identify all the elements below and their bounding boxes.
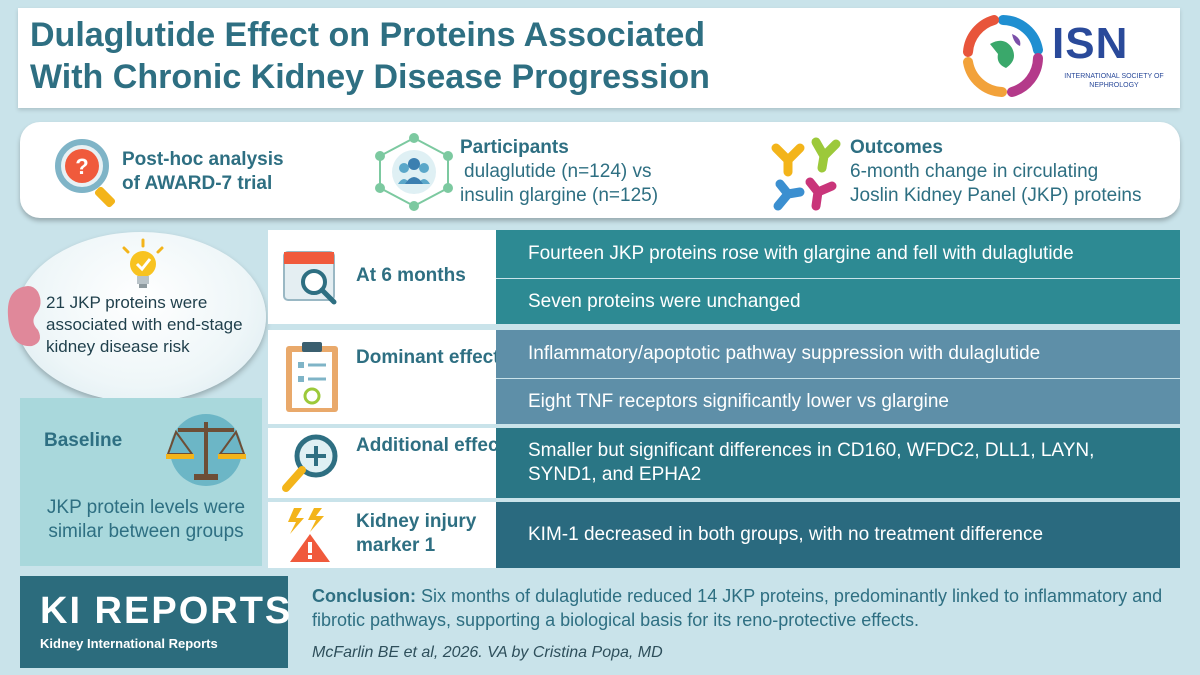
logo-subtitle: INTERNATIONAL SOCIETY OF NEPHROLOGY	[1064, 73, 1164, 89]
outcomes-line-2: Joslin Kidney Panel (JKP) proteins	[850, 185, 1142, 206]
baseline-title: Baseline	[44, 430, 123, 451]
balance-scale-icon	[166, 414, 246, 486]
participants-line-2: insulin glargine (n=125)	[460, 185, 659, 206]
title-line-1: Dulaglutide Effect on Proteins Associate…	[30, 16, 706, 54]
page-title: Dulaglutide Effect on Proteins Associate…	[30, 14, 930, 98]
study-info-bar	[20, 122, 1180, 218]
participants-label: Participants	[460, 137, 569, 158]
lightbulb-icon	[122, 238, 164, 288]
logo-name: ISN	[1052, 19, 1129, 68]
magnifier-plus-icon	[282, 434, 338, 492]
finding-cell: Inflammatory/apoptotic pathway suppressi…	[496, 330, 1180, 378]
row-label-at-6-months: At 6 months	[356, 265, 466, 286]
finding-cell: Fourteen JKP proteins rose with glargine…	[496, 230, 1180, 278]
journal-name: KI REPORTS	[40, 590, 293, 632]
people-network-icon	[375, 133, 453, 211]
finding-cell: Seven proteins were unchanged	[496, 279, 1180, 324]
kidney-icon	[7, 286, 41, 347]
conclusion: Conclusion: Six months of dulaglutide re…	[312, 584, 1182, 632]
study-design-line-1: Post-hoc analysis	[122, 149, 284, 170]
conclusion-text: Six months of dulaglutide reduced 14 JKP…	[312, 586, 1163, 630]
citation-credit: McFarlin BE et al, 2026. VA by Cristina …	[312, 644, 663, 661]
baseline-text: JKP protein levels were similar between …	[46, 497, 246, 542]
outcomes-label: Outcomes	[850, 137, 943, 158]
outcomes-line-1: 6-month change in circulating	[850, 161, 1099, 182]
clipboard-icon	[286, 342, 338, 412]
participants-block: Participants dulaglutide (n=124) vs insu…	[460, 136, 658, 208]
row-label-kidney-injury-marker: Kidney injury marker 1	[356, 511, 477, 556]
risk-bubble-text: 21 JKP proteins were associated with end…	[46, 293, 243, 356]
antibody-icon	[771, 137, 841, 211]
journal-subtitle: Kidney International Reports	[40, 636, 218, 651]
question-magnifier-icon: ?	[55, 139, 116, 208]
finding-cell: Eight TNF receptors significantly lower …	[496, 379, 1180, 424]
study-design-line-2: of AWARD-7 trial	[122, 173, 273, 194]
conclusion-label: Conclusion:	[312, 586, 416, 606]
title-line-2: With Chronic Kidney Disease Progression	[30, 58, 710, 96]
isn-globe-logo-icon	[963, 15, 1043, 97]
row-label-additional-effect: Additional effect	[356, 435, 505, 456]
outcomes-block: Outcomes 6-month change in circulating J…	[850, 136, 1141, 208]
finding-cell: Smaller but significant differences in C…	[496, 428, 1180, 498]
finding-cell: KIM-1 decreased in both groups, with no …	[496, 502, 1180, 568]
row-label-dominant-effect: Dominant effect	[356, 347, 500, 368]
participants-line-1: dulaglutide (n=124) vs	[464, 161, 652, 182]
calendar-magnifier-icon	[283, 251, 337, 305]
study-design: Post-hoc analysis of AWARD-7 trial	[122, 148, 284, 196]
journal-logo-box	[20, 576, 288, 668]
svg-text:?: ?	[75, 154, 88, 179]
warning-lightning-icon	[288, 508, 330, 562]
